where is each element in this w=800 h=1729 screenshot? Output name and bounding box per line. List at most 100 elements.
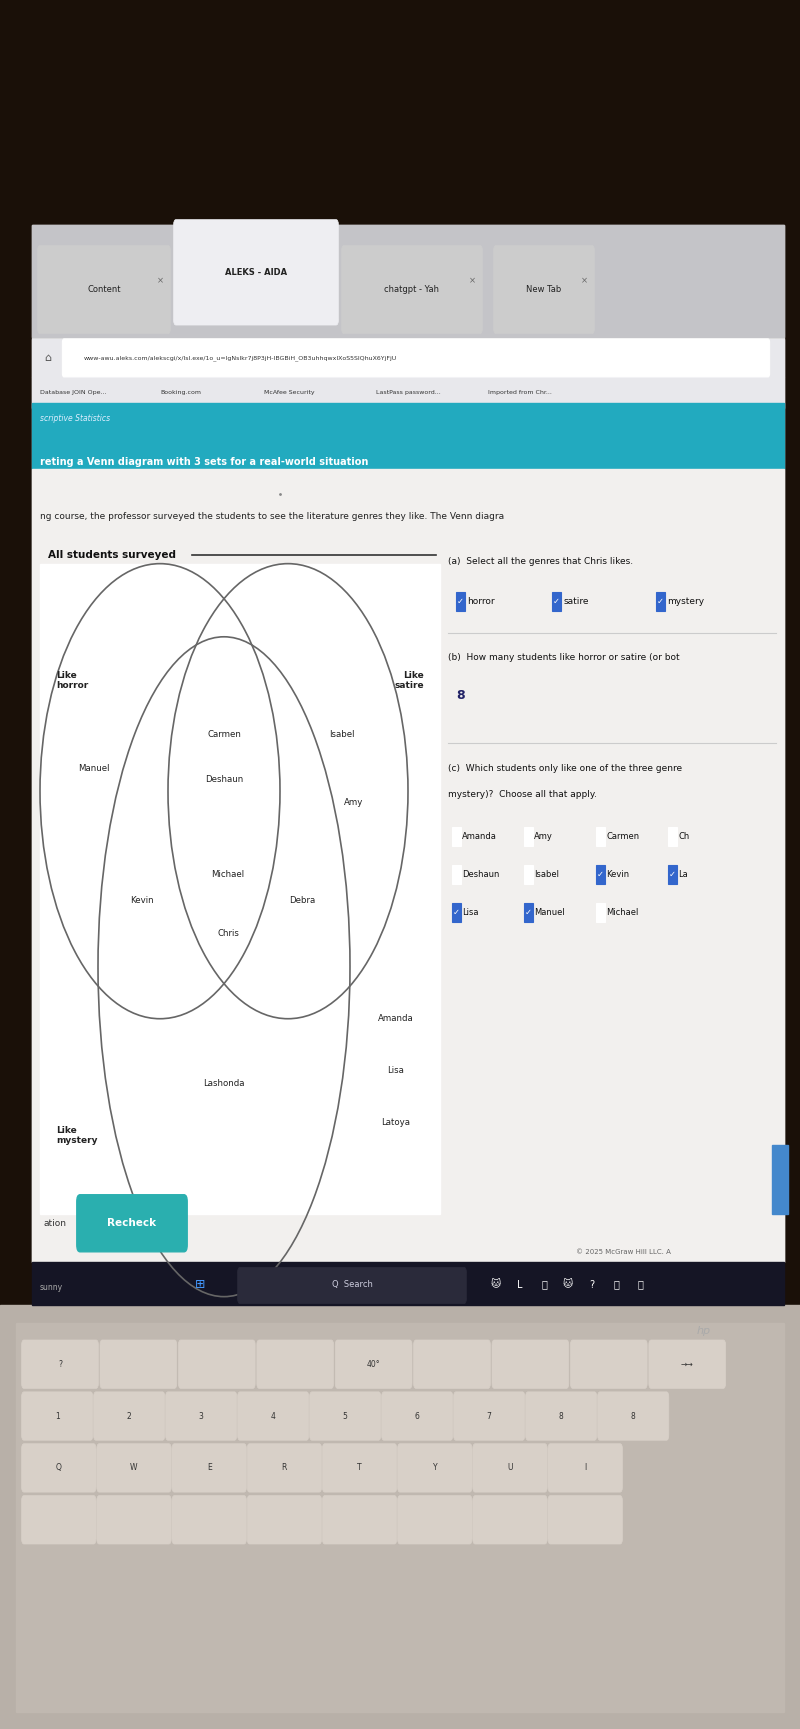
Text: ✓: ✓ [525,908,532,918]
Bar [656,593,665,612]
Bar [524,828,533,847]
Bar [596,866,605,885]
FancyBboxPatch shape [548,1496,622,1544]
Text: Kevin: Kevin [130,896,154,906]
Text: scriptive Statistics: scriptive Statistics [40,413,110,424]
Text: E: E [207,1463,211,1473]
Text: satire: satire [563,597,589,607]
Bar [40,564,440,1214]
Text: Chris: Chris [217,928,239,939]
Text: Carmen: Carmen [606,832,639,842]
Text: ✓: ✓ [453,908,460,918]
Text: ?: ? [590,1279,594,1290]
Text: www-awu.aleks.com/alekscgi/x/lsl.exe/1o_u=lgNslkr7j8P3jH-IBGBiH_OB3uhhqwxlXoS5Sl: www-awu.aleks.com/alekscgi/x/lsl.exe/1o_… [84,354,398,361]
Text: Manuel: Manuel [534,908,565,918]
Text: R: R [282,1463,287,1473]
Text: 🌐: 🌐 [541,1279,547,1290]
Text: Michael: Michael [606,908,638,918]
FancyBboxPatch shape [322,1496,397,1544]
FancyBboxPatch shape [100,1340,177,1388]
FancyBboxPatch shape [62,339,770,377]
FancyBboxPatch shape [649,1340,726,1388]
FancyBboxPatch shape [247,1496,322,1544]
FancyBboxPatch shape [257,1340,334,1388]
Text: mystery)?  Choose all that apply.: mystery)? Choose all that apply. [448,790,597,799]
Text: ⊞: ⊞ [194,1278,206,1292]
Text: 6: 6 [414,1411,420,1421]
Bar [32,1262,784,1305]
Text: Deshaun: Deshaun [462,870,500,880]
Text: ✓: ✓ [553,597,560,607]
FancyBboxPatch shape [473,1496,547,1544]
FancyBboxPatch shape [342,246,482,334]
FancyBboxPatch shape [473,1444,547,1492]
FancyBboxPatch shape [178,1340,255,1388]
Text: horror: horror [467,597,495,607]
FancyBboxPatch shape [38,246,170,334]
Text: Isabel: Isabel [534,870,559,880]
FancyBboxPatch shape [494,246,594,334]
FancyBboxPatch shape [94,1392,165,1440]
Text: Amanda: Amanda [378,1015,414,1024]
FancyBboxPatch shape [238,1392,309,1440]
Text: ×: × [581,277,587,285]
Text: T: T [358,1463,362,1473]
Text: 🐱: 🐱 [563,1279,573,1290]
Bar [0,0,800,225]
Bar [32,377,784,408]
Text: 1: 1 [55,1411,59,1421]
Text: Latoya: Latoya [382,1119,410,1127]
FancyBboxPatch shape [97,1444,171,1492]
Text: All students surveyed: All students surveyed [48,550,176,560]
Text: Deshaun: Deshaun [205,775,243,785]
Text: Amy: Amy [344,799,364,807]
Bar [552,593,561,612]
Bar [32,403,784,469]
FancyBboxPatch shape [166,1392,237,1440]
FancyBboxPatch shape [548,1444,622,1492]
Bar [452,828,461,847]
FancyBboxPatch shape [97,1496,171,1544]
Text: Lisa: Lisa [462,908,479,918]
Bar [32,225,784,1262]
Text: Amy: Amy [534,832,554,842]
Text: Lashonda: Lashonda [203,1079,245,1088]
Text: Like
horror: Like horror [56,671,88,690]
Text: Carmen: Carmen [207,730,241,738]
Text: I: I [584,1463,586,1473]
Text: (b)  How many students like horror or satire (or bot: (b) How many students like horror or sat… [448,654,680,662]
FancyBboxPatch shape [526,1392,597,1440]
Bar [0,1305,800,1729]
Text: ×: × [469,277,475,285]
FancyBboxPatch shape [238,1267,466,1304]
Text: Imported from Chr...: Imported from Chr... [488,391,552,394]
Bar [596,904,605,923]
Text: 40°: 40° [366,1359,381,1369]
FancyBboxPatch shape [172,1496,246,1544]
FancyBboxPatch shape [414,1340,490,1388]
FancyBboxPatch shape [492,1340,569,1388]
Bar [596,828,605,847]
Text: 3: 3 [198,1411,204,1421]
Text: Lisa: Lisa [387,1067,405,1075]
Text: Like
satire: Like satire [394,671,424,690]
FancyBboxPatch shape [310,1392,381,1440]
Bar [32,339,784,377]
Text: Database JOIN Ope...: Database JOIN Ope... [40,391,106,394]
Text: ng course, the professor surveyed the students to see the literature genres they: ng course, the professor surveyed the st… [40,512,504,522]
FancyBboxPatch shape [22,1340,98,1388]
FancyBboxPatch shape [398,1496,472,1544]
Text: Debra: Debra [290,896,315,906]
Text: hp: hp [697,1326,711,1337]
FancyBboxPatch shape [382,1392,453,1440]
Text: Isabel: Isabel [330,730,354,738]
Bar [452,866,461,885]
Text: 2: 2 [127,1411,131,1421]
Text: (a)  Select all the genres that Chris likes.: (a) Select all the genres that Chris lik… [448,557,633,565]
Text: W: W [130,1463,138,1473]
Bar [668,866,677,885]
Text: LastPass password...: LastPass password... [376,391,441,394]
Bar [524,866,533,885]
Text: Q  Search: Q Search [331,1279,373,1290]
Bar [32,225,784,337]
